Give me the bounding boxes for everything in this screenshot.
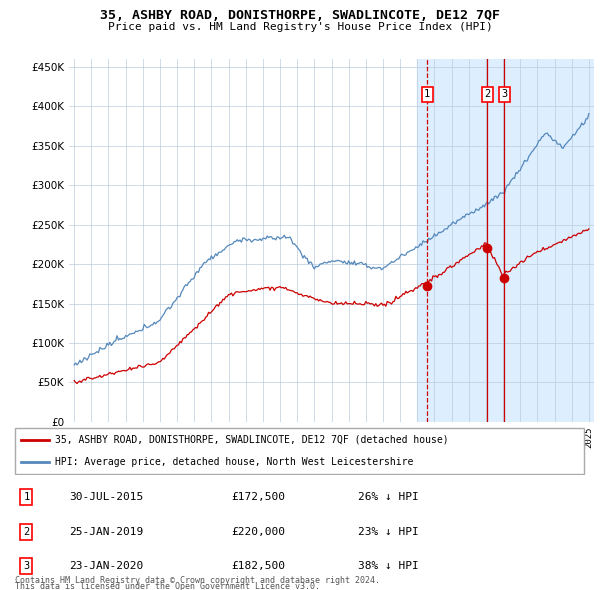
Text: 3: 3 — [23, 561, 29, 571]
Text: 30-JUL-2015: 30-JUL-2015 — [70, 492, 144, 502]
Text: 2: 2 — [23, 527, 29, 536]
Text: 25-JAN-2019: 25-JAN-2019 — [70, 527, 144, 536]
Text: HPI: Average price, detached house, North West Leicestershire: HPI: Average price, detached house, Nort… — [55, 457, 413, 467]
Text: Contains HM Land Registry data © Crown copyright and database right 2024.: Contains HM Land Registry data © Crown c… — [15, 576, 380, 585]
FancyBboxPatch shape — [15, 428, 584, 474]
Text: 3: 3 — [502, 90, 508, 100]
Text: 35, ASHBY ROAD, DONISTHORPE, SWADLINCOTE, DE12 7QF (detached house): 35, ASHBY ROAD, DONISTHORPE, SWADLINCOTE… — [55, 435, 449, 445]
Text: £172,500: £172,500 — [231, 492, 285, 502]
Text: 23% ↓ HPI: 23% ↓ HPI — [358, 527, 418, 536]
Text: £182,500: £182,500 — [231, 561, 285, 571]
Text: 26% ↓ HPI: 26% ↓ HPI — [358, 492, 418, 502]
Text: 35, ASHBY ROAD, DONISTHORPE, SWADLINCOTE, DE12 7QF: 35, ASHBY ROAD, DONISTHORPE, SWADLINCOTE… — [100, 9, 500, 22]
Text: Price paid vs. HM Land Registry's House Price Index (HPI): Price paid vs. HM Land Registry's House … — [107, 22, 493, 32]
Text: £220,000: £220,000 — [231, 527, 285, 536]
Bar — [417, 59, 600, 422]
Text: 2: 2 — [484, 90, 490, 100]
Text: 1: 1 — [424, 90, 430, 100]
Text: 1: 1 — [23, 492, 29, 502]
Text: 38% ↓ HPI: 38% ↓ HPI — [358, 561, 418, 571]
Text: This data is licensed under the Open Government Licence v3.0.: This data is licensed under the Open Gov… — [15, 582, 320, 590]
Text: 23-JAN-2020: 23-JAN-2020 — [70, 561, 144, 571]
